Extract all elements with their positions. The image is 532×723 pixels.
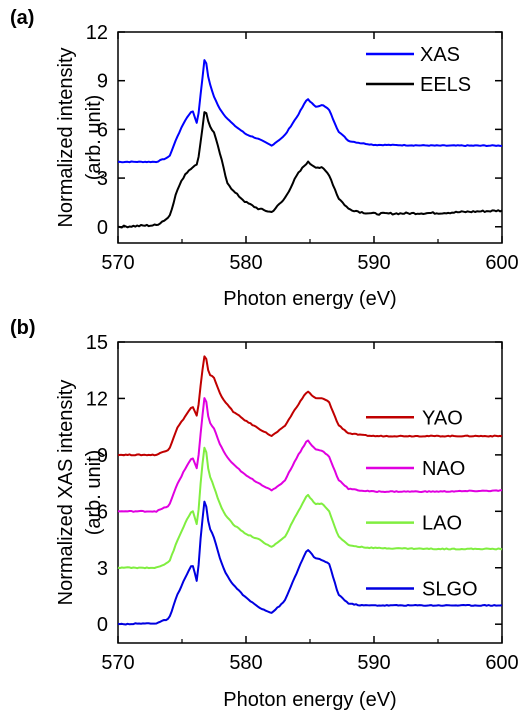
- y-tick-label: 12: [86, 388, 108, 410]
- y-tick-label: 0: [97, 614, 108, 636]
- legend: XAS EELS: [366, 44, 471, 96]
- series-line-xas: [117, 59, 502, 164]
- y-tick-label: 3: [97, 558, 108, 580]
- x-axis-title: Photon energy (eV): [223, 689, 396, 711]
- series-line-yao: [117, 355, 503, 457]
- series-line-eels: [117, 111, 503, 229]
- series-line-nao: [117, 397, 503, 513]
- x-tick-label: 580: [229, 252, 262, 274]
- y-tick-label: 3: [97, 168, 108, 190]
- legend-label-slgo: SLGO: [422, 578, 478, 600]
- y-tick-label: 15: [86, 332, 108, 354]
- legend-label-lao: LAO: [422, 513, 462, 535]
- panel-label: (a): [10, 7, 34, 29]
- y-axis-title-unit: (arb. unit): [83, 450, 105, 536]
- y-axis-title: Normalized XAS intensity: [55, 380, 77, 606]
- chart-panel-b: (b) 570 580 590 600 0 3 6 9 12 15 Photon energy (eV…: [10, 317, 519, 711]
- x-tick-label: 570: [101, 252, 134, 274]
- x-tick-label: 600: [485, 252, 518, 274]
- legend-label-xas: XAS: [420, 44, 460, 66]
- y-tick-label: 0: [97, 217, 108, 239]
- y-axis-title-unit: (arb. unit): [83, 95, 105, 181]
- chart-panel-a: (a) 570 580 590 600 0 3 6 9 12 Photon energy (eV) N…: [10, 7, 519, 310]
- x-axis-title: Photon energy (eV): [223, 288, 396, 310]
- y-tick-label: 9: [97, 445, 108, 467]
- x-tick-label: 590: [357, 252, 390, 274]
- y-axis-title: Normalized intensity: [55, 47, 77, 227]
- legend-label-yao: YAO: [422, 407, 463, 429]
- y-tick-label: 6: [97, 119, 108, 141]
- series-line-slgo: [117, 500, 503, 626]
- legend-label-nao: NAO: [422, 458, 465, 480]
- x-tick-label: 600: [485, 652, 518, 674]
- y-tick-label: 9: [97, 71, 108, 93]
- y-tick-label: 12: [86, 22, 108, 44]
- legend-label-eels: EELS: [420, 74, 471, 96]
- x-tick-label: 580: [229, 652, 262, 674]
- x-tick-label: 590: [357, 652, 390, 674]
- panel-label: (b): [10, 317, 36, 339]
- x-tick-label: 570: [101, 652, 134, 674]
- series-line-lao: [117, 446, 503, 570]
- legend: YAO NAO LAO SLGO: [366, 407, 478, 600]
- y-tick-label: 6: [97, 501, 108, 523]
